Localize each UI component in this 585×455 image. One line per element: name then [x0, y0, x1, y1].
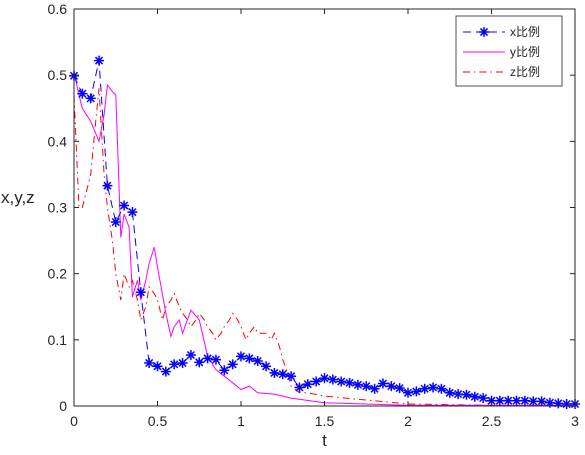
series-0-point: [210, 354, 221, 365]
series-0-point: [277, 369, 288, 380]
series-0-point: [319, 373, 330, 384]
x-tick-label: 0.5: [148, 413, 168, 429]
x-tick-label: 2.5: [482, 413, 502, 429]
series-0-point: [227, 359, 238, 370]
series-0-point: [352, 379, 363, 390]
series-0-point: [302, 379, 313, 390]
series-0-point: [327, 374, 338, 385]
series-0-point: [494, 395, 505, 406]
x-tick-label: 3: [571, 413, 579, 429]
series-0-point: [77, 88, 88, 99]
series-0-point: [127, 207, 138, 218]
y-tick-label: 0.1: [48, 332, 68, 348]
series-0-point: [503, 395, 514, 406]
legend-marker-0: [479, 27, 489, 37]
series-0-point: [428, 382, 439, 393]
series-0-point: [461, 389, 472, 400]
series-0-point: [236, 351, 246, 362]
series-0-point: [377, 378, 388, 389]
x-tick-label: 2: [404, 413, 412, 429]
series-0-point: [286, 371, 297, 382]
legend: x比例 y比例 z比例: [455, 15, 563, 87]
series-0-point: [528, 396, 539, 407]
y-tick-label: 0.3: [48, 200, 68, 216]
series-0-point: [269, 367, 280, 378]
axis-layer: 0 0.5 1 1.5 2 2.5 3 0 0.1 0.2 0.3 0.4 0.5 0.6: [48, 1, 580, 429]
series-0-point: [478, 393, 489, 404]
series-0-point: [511, 395, 522, 406]
series-0-point: [444, 387, 455, 398]
legend-box: [455, 15, 563, 87]
y-axis-label: x,y,z: [1, 188, 35, 207]
series-0-point: [94, 55, 105, 66]
series-line-1: [73, 71, 575, 406]
series-0-point: [252, 356, 263, 367]
series-0-point: [202, 353, 213, 364]
series-0-point: [411, 386, 422, 397]
series-0-point: [519, 395, 530, 406]
series-0-point: [194, 357, 205, 368]
series-0-point: [344, 377, 355, 388]
x-axis-label: t: [322, 431, 327, 450]
y-tick-label: 0.2: [48, 266, 68, 282]
series-layer: [69, 55, 580, 410]
series-0-point: [386, 381, 397, 392]
series-0-point: [394, 383, 405, 394]
y-tick-label: 0: [59, 398, 67, 414]
series-0-point: [536, 396, 547, 407]
legend-label-0: x比例: [510, 25, 540, 39]
series-0-point: [152, 361, 163, 372]
series-0-point: [403, 387, 413, 398]
x-tick-label: 1.5: [315, 413, 335, 429]
y-tick-label: 0.4: [48, 133, 68, 149]
series-0-point: [160, 366, 171, 377]
series-0-point: [177, 357, 188, 368]
series-0-point: [261, 361, 272, 372]
x-tick-label: 1: [237, 413, 245, 429]
series-0-point: [361, 381, 372, 392]
series-0-point: [336, 376, 347, 387]
y-tick-label: 0.6: [48, 1, 68, 17]
series-0-point: [419, 383, 430, 394]
x-tick-label: 0: [70, 413, 78, 429]
series-0-point: [244, 353, 255, 364]
series-0-point: [144, 357, 155, 368]
legend-label-1: y比例: [510, 45, 540, 59]
series-0-point: [436, 383, 447, 394]
series-0-point: [135, 287, 146, 298]
series-0-point: [294, 382, 305, 393]
series-0-point: [219, 365, 230, 376]
legend-label-2: z比例: [510, 65, 540, 79]
series-0-point: [453, 389, 464, 400]
series-0-point: [469, 391, 480, 402]
series-0-point: [119, 200, 130, 211]
series-0-point: [85, 93, 96, 104]
y-tick-label: 0.5: [48, 67, 68, 83]
series-0-point: [169, 359, 180, 370]
series-0-point: [185, 350, 196, 361]
series-0-point: [311, 376, 322, 387]
series-0-point: [102, 180, 113, 191]
series-0-point: [369, 383, 380, 394]
series-0-point: [110, 217, 121, 228]
